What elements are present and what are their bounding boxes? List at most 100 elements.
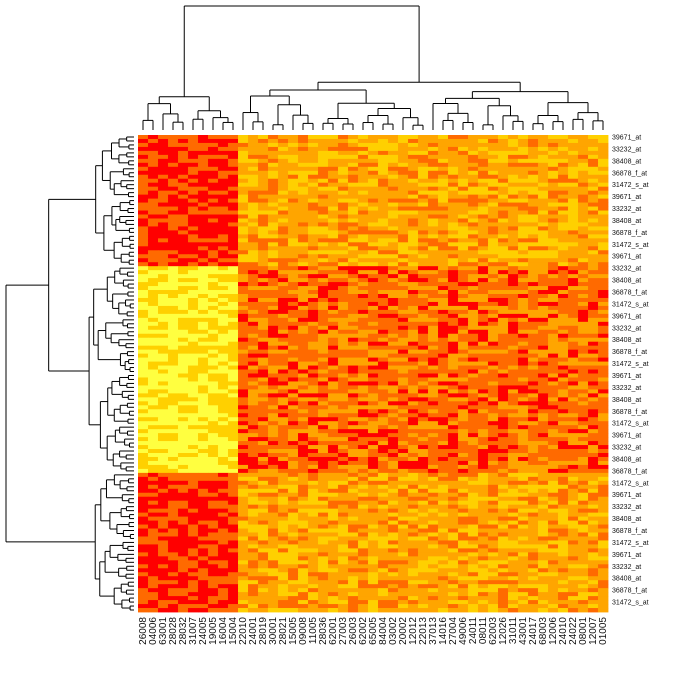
heatmap-cell [208,321,219,327]
heatmap-cell [268,405,279,410]
heatmap-cell [148,174,159,180]
heatmap-cell [458,138,469,144]
heatmap-cell [488,445,499,450]
heatmap-cell [478,258,489,263]
heatmap-cell [508,317,519,323]
heatmap-cell [198,222,209,227]
heatmap-cell [528,206,539,211]
heatmap-cell [578,154,589,160]
heatmap-cell [538,294,549,299]
heatmap-cell [418,262,429,267]
heatmap-cell [228,301,239,307]
heatmap-cell [468,333,479,339]
heatmap-cell [198,421,209,426]
heatmap-cell [408,158,419,164]
heatmap-cell [478,508,489,514]
heatmap-cell [308,460,319,466]
heatmap-cell [228,357,239,362]
heatmap-cell [558,353,569,359]
heatmap-cell [318,429,329,434]
heatmap-cell [588,341,599,347]
heatmap-cell [458,488,469,494]
heatmap-cell [158,449,169,454]
heatmap-cell [358,337,369,343]
heatmap-cell [148,290,159,295]
heatmap-cell [298,460,309,466]
heatmap-cell [158,437,169,442]
heatmap-cell [388,297,399,303]
heatmap-cell [418,365,429,370]
heatmap-cell [548,138,559,144]
heatmap-cell [538,492,549,498]
heatmap-cell [218,377,229,382]
heatmap-cell [498,218,509,223]
heatmap-cell [518,230,529,235]
heatmap-cell [348,297,359,303]
heatmap-cell [508,142,519,148]
heatmap-cell [568,345,579,351]
heatmap-cell [338,361,349,366]
heatmap-cell [368,453,379,458]
heatmap-cell [548,230,559,235]
heatmap-cell [448,401,459,406]
heatmap-cell [438,278,449,283]
heatmap-cell [578,353,589,359]
heatmap-cell [448,508,459,514]
heatmap-cell [458,329,469,335]
heatmap-cell [518,210,529,215]
heatmap-cell [558,238,569,243]
heatmap-cell [308,484,319,490]
heatmap-cell [458,294,469,299]
heatmap-cell [508,274,519,279]
heatmap-cell [308,250,319,255]
heatmap-cell [248,389,259,394]
heatmap-cell [228,230,239,235]
heatmap-cell [238,409,249,414]
heatmap-cell [328,468,339,474]
heatmap-cell [388,373,399,378]
heatmap-cell [228,369,239,374]
heatmap-cell [528,409,539,414]
heatmap-cell [388,321,399,327]
heatmap-cell [148,393,159,398]
heatmap-cell [588,433,599,438]
heatmap-cell [358,166,369,172]
heatmap-cell [388,234,399,239]
heatmap-cell [298,178,309,184]
heatmap-cell [518,266,529,271]
heatmap-cell [318,174,329,180]
heatmap-cell [198,365,209,370]
heatmap-cell [348,242,359,247]
heatmap-cell [378,174,389,180]
heatmap-cell [168,309,179,315]
heatmap-cell [558,409,569,414]
heatmap-cell [528,313,539,319]
heatmap-cell [318,453,329,458]
heatmap-cell [248,500,259,506]
heatmap-cell [508,321,519,327]
heatmap-cell [558,266,569,271]
heatmap-cell [418,182,429,188]
heatmap-cell [418,230,429,235]
heatmap-cell [248,488,259,494]
heatmap-cell [348,429,359,434]
heatmap-cell [178,433,189,438]
heatmap-cell [258,441,269,446]
heatmap-cell [478,242,489,247]
heatmap-cell [508,198,519,203]
heatmap-cell [298,377,309,382]
heatmap-cell [518,329,529,335]
heatmap-cell [198,162,209,168]
heatmap-cell [328,365,339,370]
heatmap-cell [338,441,349,446]
heatmap-cell [278,270,289,275]
heatmap-cell [138,246,149,251]
heatmap-cell [508,496,519,502]
heatmap-cell [568,449,579,454]
heatmap-cell [138,266,149,271]
heatmap-cell [178,492,189,498]
heatmap-cell [278,449,289,454]
heatmap-cell [578,476,589,482]
heatmap-cell [308,508,319,514]
heatmap-cell [318,409,329,414]
